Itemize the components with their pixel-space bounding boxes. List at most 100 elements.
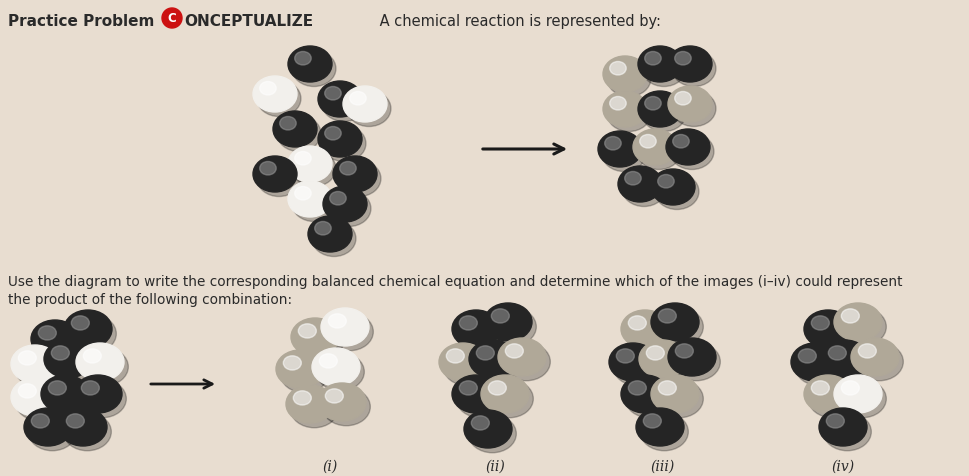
Ellipse shape [674, 92, 691, 106]
Ellipse shape [850, 338, 898, 376]
Ellipse shape [290, 390, 338, 428]
Ellipse shape [308, 217, 352, 252]
Ellipse shape [617, 167, 661, 203]
Ellipse shape [487, 381, 506, 395]
Ellipse shape [674, 52, 691, 66]
Ellipse shape [323, 187, 366, 223]
Ellipse shape [16, 350, 63, 388]
Ellipse shape [644, 97, 661, 111]
Ellipse shape [312, 221, 356, 257]
Ellipse shape [828, 346, 845, 360]
Ellipse shape [455, 380, 504, 418]
Ellipse shape [468, 415, 516, 453]
Ellipse shape [672, 135, 689, 149]
Ellipse shape [72, 316, 89, 330]
Ellipse shape [18, 351, 36, 365]
Ellipse shape [295, 187, 311, 200]
Ellipse shape [803, 375, 851, 413]
Ellipse shape [484, 303, 531, 341]
Ellipse shape [48, 381, 66, 395]
Ellipse shape [604, 137, 620, 151]
Ellipse shape [476, 346, 494, 360]
Ellipse shape [642, 345, 691, 383]
Ellipse shape [644, 52, 661, 66]
Text: Use the diagram to write the corresponding balanced chemical equation and determ: Use the diagram to write the correspondi… [8, 275, 901, 288]
Ellipse shape [837, 380, 886, 418]
Ellipse shape [48, 345, 96, 383]
Ellipse shape [350, 92, 366, 106]
Ellipse shape [610, 62, 626, 76]
Ellipse shape [295, 323, 343, 361]
Ellipse shape [319, 354, 337, 368]
Ellipse shape [655, 380, 703, 418]
Ellipse shape [471, 416, 488, 430]
Ellipse shape [24, 408, 72, 446]
Ellipse shape [452, 310, 499, 348]
Ellipse shape [64, 310, 111, 348]
Text: (iii): (iii) [650, 459, 674, 473]
Ellipse shape [638, 92, 681, 128]
Ellipse shape [298, 324, 316, 338]
Ellipse shape [612, 348, 661, 386]
Ellipse shape [283, 356, 301, 370]
Ellipse shape [260, 82, 276, 96]
Ellipse shape [325, 87, 341, 101]
Ellipse shape [654, 174, 699, 210]
Ellipse shape [347, 91, 391, 127]
Ellipse shape [16, 383, 63, 421]
Ellipse shape [668, 338, 715, 376]
Ellipse shape [818, 408, 866, 446]
Ellipse shape [639, 135, 656, 149]
Ellipse shape [18, 384, 36, 398]
Ellipse shape [332, 157, 377, 193]
Ellipse shape [825, 345, 872, 383]
Ellipse shape [459, 381, 477, 395]
Circle shape [162, 9, 182, 29]
Ellipse shape [328, 314, 346, 328]
Ellipse shape [668, 87, 711, 123]
Ellipse shape [603, 92, 646, 128]
Ellipse shape [650, 303, 699, 341]
Ellipse shape [339, 162, 356, 176]
Ellipse shape [63, 413, 111, 451]
Ellipse shape [640, 413, 688, 451]
Ellipse shape [443, 348, 491, 386]
Ellipse shape [83, 349, 101, 363]
Ellipse shape [76, 343, 124, 381]
Ellipse shape [322, 86, 365, 122]
Ellipse shape [807, 380, 856, 418]
Ellipse shape [672, 343, 720, 381]
Ellipse shape [59, 408, 107, 446]
Ellipse shape [78, 380, 126, 418]
Text: (i): (i) [322, 459, 337, 473]
Ellipse shape [840, 381, 859, 395]
Ellipse shape [657, 175, 673, 188]
Ellipse shape [607, 61, 650, 97]
Ellipse shape [28, 413, 77, 451]
Ellipse shape [620, 310, 669, 348]
Ellipse shape [292, 151, 335, 187]
Ellipse shape [11, 378, 59, 416]
Ellipse shape [795, 348, 842, 386]
Ellipse shape [314, 222, 330, 236]
Ellipse shape [325, 313, 373, 351]
Ellipse shape [459, 316, 477, 330]
Ellipse shape [343, 87, 387, 123]
Ellipse shape [628, 316, 645, 330]
Ellipse shape [293, 391, 311, 405]
Ellipse shape [312, 348, 359, 386]
Ellipse shape [636, 408, 683, 446]
Ellipse shape [286, 385, 333, 423]
Ellipse shape [68, 315, 116, 353]
Text: A chemical reaction is represented by:: A chemical reaction is represented by: [375, 14, 660, 29]
Ellipse shape [253, 157, 297, 193]
Ellipse shape [291, 318, 338, 356]
Ellipse shape [807, 315, 856, 353]
Ellipse shape [650, 375, 699, 413]
Ellipse shape [452, 375, 499, 413]
Ellipse shape [620, 375, 669, 413]
Ellipse shape [321, 308, 368, 346]
Ellipse shape [674, 344, 693, 358]
Ellipse shape [277, 116, 321, 152]
Ellipse shape [325, 389, 343, 403]
